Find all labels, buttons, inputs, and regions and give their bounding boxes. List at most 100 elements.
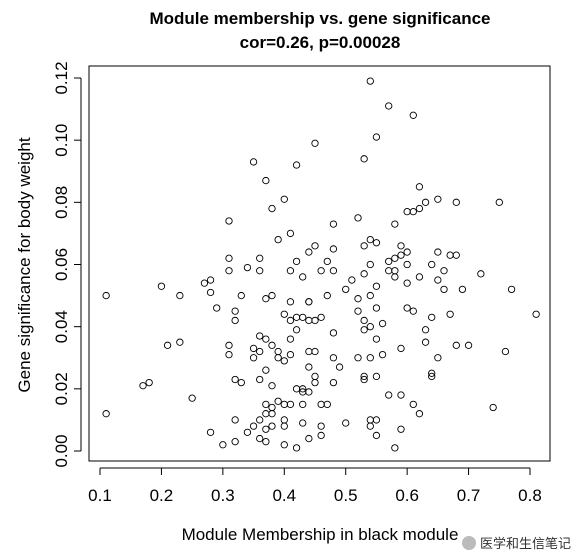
data-point <box>366 235 374 244</box>
data-point <box>323 291 331 300</box>
data-point <box>397 391 405 399</box>
data-point <box>360 316 368 325</box>
data-point <box>256 267 264 275</box>
data-point <box>213 304 221 312</box>
data-point <box>440 285 448 294</box>
data-point <box>311 242 319 250</box>
data-point <box>342 285 350 294</box>
y-tick-label: 0.00 <box>52 434 71 467</box>
data-point <box>366 416 374 424</box>
data-point <box>360 270 368 278</box>
data-point <box>286 350 295 359</box>
data-point <box>366 77 374 85</box>
data-point <box>403 208 411 216</box>
data-point <box>249 422 258 430</box>
data-point <box>280 357 288 365</box>
data-point <box>434 354 442 362</box>
data-point <box>280 195 288 203</box>
data-point <box>452 251 460 259</box>
data-point <box>292 161 301 169</box>
data-point <box>286 400 295 409</box>
data-point <box>440 267 448 275</box>
data-point <box>385 257 393 266</box>
data-point <box>231 438 239 446</box>
data-point <box>256 434 264 443</box>
data-point <box>268 403 276 412</box>
data-point <box>329 329 338 337</box>
data-point <box>299 400 307 409</box>
data-point <box>311 316 319 325</box>
data-point <box>385 102 393 110</box>
data-point <box>262 425 270 433</box>
data-point <box>378 350 387 359</box>
data-point <box>421 326 430 334</box>
x-axis: 0.1 0.2 0.3 0.4 0.5 0.6 0.7 0.8 <box>88 467 542 505</box>
data-point <box>176 338 184 346</box>
data-point <box>397 242 405 250</box>
data-point <box>280 441 288 449</box>
data-point <box>397 251 405 259</box>
data-point <box>286 267 295 275</box>
data-point <box>206 288 215 297</box>
data-point <box>225 341 233 349</box>
data-point <box>274 354 282 362</box>
data-point <box>206 428 215 436</box>
data-point <box>415 410 424 418</box>
data-point <box>385 391 393 399</box>
data-point <box>335 363 344 371</box>
data-point <box>268 341 276 349</box>
data-point <box>274 235 282 244</box>
data-point <box>317 431 325 440</box>
data-point <box>268 422 276 430</box>
x-tick-label: 0.2 <box>150 486 174 505</box>
data-point <box>292 313 301 321</box>
data-point <box>452 341 460 349</box>
data-point <box>231 375 239 384</box>
data-point <box>428 260 436 269</box>
data-point <box>268 410 276 418</box>
data-point <box>262 176 270 185</box>
data-point <box>274 397 282 405</box>
data-point <box>231 307 239 315</box>
data-point <box>237 378 245 387</box>
data-points <box>102 77 540 452</box>
data-point <box>268 382 276 390</box>
data-point <box>311 347 319 356</box>
data-point <box>391 273 399 281</box>
y-axis: 0.00 0.02 0.04 0.06 0.08 0.10 0.12 <box>52 61 82 468</box>
data-point <box>256 347 264 356</box>
data-point <box>409 111 417 119</box>
data-point <box>262 295 270 303</box>
data-point <box>329 245 338 253</box>
data-point <box>403 304 411 312</box>
data-point <box>354 295 362 303</box>
data-point <box>372 304 381 312</box>
x-tick-label: 0.7 <box>457 486 481 505</box>
data-point <box>495 198 503 206</box>
data-point <box>428 369 436 377</box>
data-point <box>280 310 288 318</box>
data-point <box>280 416 288 424</box>
data-point <box>391 267 399 275</box>
data-point <box>323 257 331 266</box>
data-point <box>360 326 368 334</box>
data-point <box>477 270 485 278</box>
chart-title: Module membership vs. gene significance <box>149 9 490 28</box>
data-point <box>280 400 288 409</box>
data-point <box>329 267 338 275</box>
y-tick-label: 0.02 <box>52 372 71 405</box>
data-point <box>415 273 424 281</box>
y-tick-label: 0.10 <box>52 124 71 157</box>
data-point <box>360 155 368 163</box>
data-point <box>501 347 510 356</box>
data-point <box>507 285 516 294</box>
data-point <box>262 410 270 418</box>
data-point <box>403 260 411 269</box>
data-point <box>231 416 239 424</box>
data-point <box>354 354 362 362</box>
data-point <box>305 434 313 443</box>
data-point <box>102 291 110 300</box>
data-point <box>311 372 319 381</box>
data-point <box>145 378 153 387</box>
